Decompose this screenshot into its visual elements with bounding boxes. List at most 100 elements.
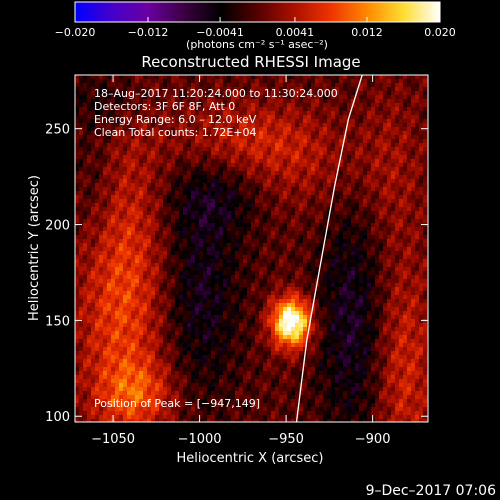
heatmap-cell <box>143 363 148 368</box>
heatmap-cell <box>207 131 212 136</box>
heatmap-cell <box>219 87 224 92</box>
heatmap-cell <box>211 123 216 128</box>
heatmap-cell <box>159 179 164 184</box>
heatmap-cell <box>259 311 264 316</box>
heatmap-cell <box>191 227 196 232</box>
heatmap-cell <box>79 319 84 324</box>
heatmap-cell <box>143 307 148 312</box>
heatmap-cell <box>243 135 248 140</box>
heatmap-cell <box>143 219 148 224</box>
heatmap-cell <box>183 271 188 276</box>
heatmap-cell <box>267 171 272 176</box>
heatmap-cell <box>283 307 288 312</box>
heatmap-cell <box>183 191 188 196</box>
heatmap-cell <box>287 387 292 392</box>
heatmap-cell <box>227 175 232 180</box>
heatmap-cell <box>115 203 120 208</box>
heatmap-cell <box>155 319 160 324</box>
heatmap-cell <box>123 399 128 404</box>
heatmap-cell <box>83 275 88 280</box>
heatmap-cell <box>87 119 92 124</box>
heatmap-cell <box>75 199 80 204</box>
heatmap-cell <box>119 187 124 192</box>
heatmap-cell <box>243 75 248 80</box>
heatmap-cell <box>187 151 192 156</box>
heatmap-cell <box>195 315 200 320</box>
heatmap-cell <box>79 115 84 120</box>
heatmap-cell <box>207 239 212 244</box>
heatmap-cell <box>283 415 288 420</box>
heatmap-cell <box>267 287 272 292</box>
heatmap-cell <box>151 231 156 236</box>
heatmap-cell <box>79 283 84 288</box>
heatmap-cell <box>211 399 216 404</box>
heatmap-cell <box>111 231 116 236</box>
heatmap-cell <box>115 259 120 264</box>
heatmap-cell <box>259 147 264 152</box>
heatmap-cell <box>211 215 216 220</box>
heatmap-cell <box>155 403 160 408</box>
heatmap-cell <box>283 379 288 384</box>
heatmap-cell <box>171 363 176 368</box>
heatmap-cell <box>131 263 136 268</box>
heatmap-cell <box>243 255 248 260</box>
heatmap-cell <box>155 339 160 344</box>
heatmap-cell <box>123 143 128 148</box>
heatmap-cell <box>255 75 260 80</box>
heatmap-cell <box>107 311 112 316</box>
heatmap-cell <box>171 115 176 120</box>
heatmap-cell <box>151 91 156 96</box>
heatmap-cell <box>107 339 112 344</box>
heatmap-cell <box>103 271 108 276</box>
heatmap-cell <box>123 359 128 364</box>
heatmap-cell <box>163 295 168 300</box>
heatmap-cell <box>227 387 232 392</box>
heatmap-cell <box>255 151 260 156</box>
heatmap-cell <box>127 343 132 348</box>
heatmap-cell <box>279 119 284 124</box>
heatmap-cell <box>127 363 132 368</box>
heatmap-cell <box>247 251 252 256</box>
heatmap-cell <box>103 411 108 416</box>
heatmap-cell <box>199 355 204 360</box>
heatmap-cell <box>179 111 184 116</box>
heatmap-cell <box>131 259 136 264</box>
heatmap-cell <box>179 239 184 244</box>
heatmap-cell <box>139 211 144 216</box>
heatmap-cell <box>155 315 160 320</box>
heatmap-cell <box>295 163 300 168</box>
heatmap-cell <box>219 95 224 100</box>
heatmap-cell <box>263 371 268 376</box>
heatmap-cell <box>299 351 304 356</box>
heatmap-cell <box>151 383 156 388</box>
heatmap-cell <box>95 323 100 328</box>
heatmap-cell <box>159 407 164 412</box>
heatmap-cell <box>111 127 116 132</box>
heatmap-cell <box>107 399 112 404</box>
heatmap-cell <box>195 203 200 208</box>
heatmap-cell <box>183 379 188 384</box>
heatmap-cell <box>279 327 284 332</box>
heatmap-cell <box>271 399 276 404</box>
heatmap-cell <box>295 135 300 140</box>
heatmap-cell <box>247 355 252 360</box>
heatmap-cell <box>235 307 240 312</box>
heatmap-cell <box>235 303 240 308</box>
heatmap-cell <box>227 327 232 332</box>
heatmap-cell <box>299 287 304 292</box>
heatmap-cell <box>183 203 188 208</box>
heatmap-cell <box>139 315 144 320</box>
heatmap-cell <box>171 331 176 336</box>
heatmap-cell <box>115 363 120 368</box>
heatmap-cell <box>235 127 240 132</box>
heatmap-cell <box>103 119 108 124</box>
heatmap-cell <box>295 379 300 384</box>
heatmap-cell <box>99 415 104 420</box>
heatmap-cell <box>139 119 144 124</box>
heatmap-cell <box>235 351 240 356</box>
heatmap-cell <box>187 255 192 260</box>
heatmap-cell <box>287 111 292 116</box>
heatmap-cell <box>199 199 204 204</box>
heatmap-cell <box>231 255 236 260</box>
heatmap-cell <box>163 179 168 184</box>
